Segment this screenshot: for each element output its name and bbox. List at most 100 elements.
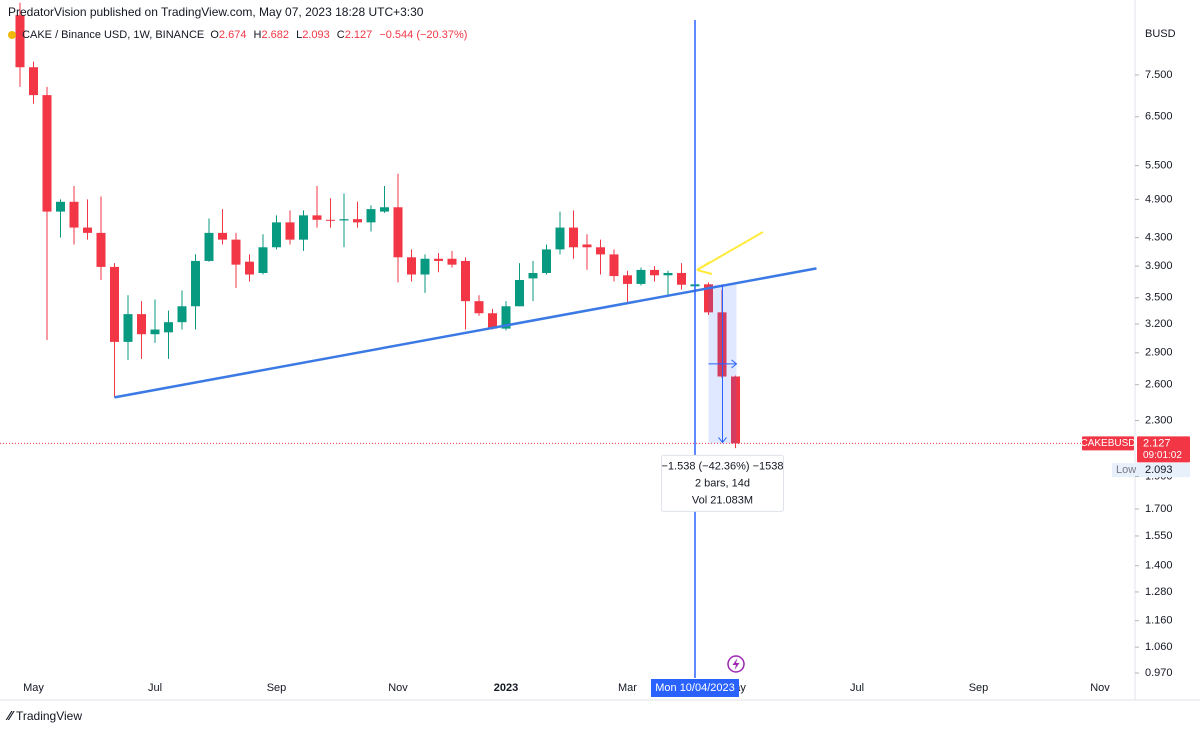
x-tick-label: 2023: [494, 682, 518, 694]
candle-body: [353, 219, 362, 223]
candle-body: [299, 215, 308, 240]
x-tick-label: May: [23, 682, 44, 694]
candle-body: [731, 376, 740, 444]
candle-body: [285, 222, 295, 240]
x-tick-label: Jul: [148, 682, 162, 694]
measure-arrow-head: [731, 359, 738, 369]
candle-body: [488, 313, 497, 329]
candle-body: [677, 272, 686, 285]
candle-body: [137, 314, 146, 335]
symbol-icon: [8, 31, 16, 39]
measure-label: −1.538 (−42.36%) −1538: [661, 460, 783, 472]
x-tick-label: Nov: [1090, 682, 1110, 694]
price-label-bg: [1137, 436, 1190, 463]
candle-body: [447, 258, 457, 265]
candle-body: [110, 266, 119, 342]
candle-body: [272, 222, 281, 248]
candle-body: [218, 232, 227, 240]
ohlc-value: 2.093: [302, 29, 330, 41]
low-label-bg: [1112, 463, 1190, 478]
low-label: Low: [1116, 464, 1136, 476]
candle-body: [663, 272, 673, 276]
event-icon: [727, 655, 745, 673]
change: −0.544 (−20.37%): [379, 29, 468, 41]
candle-body: [596, 247, 605, 255]
low-value: 2.093: [1145, 464, 1173, 476]
measure-arrow-head: [718, 437, 727, 444]
candle-body: [636, 269, 646, 284]
y-tick-label: 0.970: [1145, 667, 1173, 679]
candle-body: [650, 269, 659, 276]
y-tick-label: 1.160: [1145, 615, 1173, 627]
candle-body: [582, 244, 592, 248]
y-tick-label: 1.280: [1145, 586, 1173, 598]
ohlc-value: 2.127: [344, 29, 373, 41]
x-tick-label: Nov: [388, 682, 408, 694]
candle-body: [96, 232, 106, 267]
candle-body: [609, 254, 619, 277]
trend-line: [114, 267, 817, 399]
symbol: CAKE / Binance USD, 1W, BINANCE: [22, 29, 205, 41]
brand-name: TradingView: [15, 709, 83, 723]
ohlc-letter: H: [253, 29, 262, 41]
y-tick-label: 1.550: [1145, 530, 1173, 542]
candle-body: [191, 260, 200, 307]
measure-label: 2 bars, 14d: [695, 477, 750, 489]
currency-label: BUSD: [1145, 28, 1176, 40]
candle-body: [339, 219, 349, 221]
ohlc-letter: O: [210, 29, 219, 41]
candle-body: [258, 247, 268, 273]
y-tick-label: 5.500: [1145, 160, 1173, 172]
ohlc-letter: C: [336, 29, 345, 41]
candle-body: [15, 15, 25, 68]
candle-body: [29, 67, 38, 96]
ohlc-value: 2.682: [261, 29, 289, 41]
candle-body: [434, 258, 443, 261]
candle-body: [245, 261, 254, 275]
y-tick-label: 2.600: [1145, 379, 1173, 391]
candle-body: [177, 306, 187, 323]
x-tick-label: Sep: [969, 682, 989, 694]
measure-label: Vol 21.083M: [692, 494, 753, 506]
x-tick-label: Jul: [850, 682, 864, 694]
y-tick-label: 6.500: [1145, 111, 1173, 123]
y-tick-label: 7.500: [1145, 69, 1173, 81]
candle-body: [231, 239, 241, 265]
x-tick-label: Mar: [618, 682, 637, 694]
publish-info: PredatorVision published on TradingView.…: [8, 5, 424, 19]
candle-body: [42, 95, 52, 212]
countdown: 09:01:02: [1143, 450, 1182, 461]
y-tick-label: 2.300: [1145, 414, 1173, 426]
y-tick-label: 4.900: [1145, 193, 1173, 205]
y-tick-label: 1.400: [1145, 560, 1173, 572]
y-tick-label: 1.700: [1145, 503, 1173, 515]
candle-body: [366, 209, 376, 223]
candle-body: [542, 249, 551, 273]
candle-body: [150, 329, 160, 335]
candle-body: [380, 207, 389, 212]
yellow-arrow: [696, 231, 764, 275]
ohlc-letter: L: [296, 29, 303, 41]
measure-tooltip: [661, 454, 784, 512]
y-tick-label: 2.900: [1145, 347, 1173, 359]
candle-body: [461, 260, 470, 302]
candle-body: [204, 232, 214, 261]
candle-body: [123, 314, 133, 342]
candle-body: [164, 322, 173, 333]
candle-body: [312, 215, 322, 220]
candle-body: [704, 284, 713, 313]
candle-body: [69, 201, 79, 228]
crosshair-label-bg: [651, 679, 739, 697]
candle-body: [393, 207, 403, 258]
candle-body: [474, 301, 484, 314]
candle-body: [501, 306, 511, 329]
brand: ⁄⁄ TradingView: [8, 708, 83, 723]
candle-body: [569, 227, 578, 248]
ohlc-value: 2.674: [218, 29, 247, 41]
plot: 7.500 6.500 5.500 4.900 4.300 3.900 3.500 3.200…: [0, 2, 1190, 697]
candle-body: [623, 275, 632, 284]
candle-body: [555, 227, 565, 250]
candle-body: [515, 279, 524, 307]
y-tick-label: 1.060: [1145, 641, 1173, 653]
